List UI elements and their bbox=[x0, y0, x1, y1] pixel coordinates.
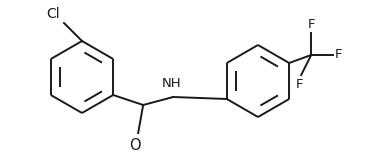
Text: O: O bbox=[130, 138, 141, 153]
Text: F: F bbox=[335, 49, 343, 61]
Text: F: F bbox=[307, 18, 315, 31]
Text: NH: NH bbox=[161, 77, 181, 90]
Text: F: F bbox=[296, 78, 303, 91]
Text: Cl: Cl bbox=[46, 7, 60, 21]
